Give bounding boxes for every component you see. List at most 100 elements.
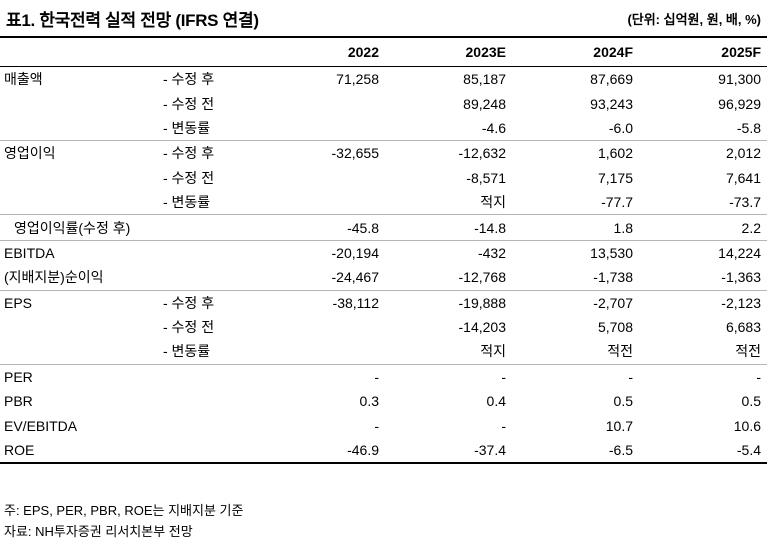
cell-value: -24,467 [255, 265, 385, 291]
cell-value: 87,669 [590, 71, 633, 88]
table-row: EV/EBITDA - - 10.7 10.6 [0, 413, 767, 437]
col-header: 2022 [255, 38, 385, 67]
unit-note: (단위: 십억원, 원, 배, %) [627, 12, 761, 27]
row-label [0, 315, 155, 339]
cell-value: -1,363 [639, 265, 767, 291]
row-sublabel: - 변동률 [155, 189, 255, 216]
cell-value: -14.8 [385, 214, 512, 241]
row-label: EPS [4, 294, 33, 311]
cell-value: - [756, 368, 761, 385]
cell-value: - [374, 368, 379, 385]
cell-value: 7,641 [725, 169, 761, 186]
col-header: 2024F [512, 38, 639, 67]
row-label: 매출액 [4, 71, 43, 88]
row-sublabel: - 수정 후 [163, 71, 215, 88]
cell-value: 0.5 [741, 393, 761, 410]
cell-value: -5.4 [639, 437, 767, 465]
cell-value: -20,194 [331, 244, 379, 261]
row-label: EBITDA [4, 244, 55, 261]
cell-value: 89,248 [463, 95, 506, 112]
cell-value: 0.5 [613, 393, 633, 410]
header-blank [155, 38, 255, 67]
cell-value: - [374, 417, 379, 434]
cell-value [255, 91, 385, 115]
cell-value: 1.8 [512, 214, 639, 241]
cell-value: -4.6 [385, 115, 512, 142]
table-row: - 수정 전 -8,571 7,175 7,641 [0, 166, 767, 190]
footnotes: 주: EPS, PER, PBR, ROE는 지배지분 기준 자료: NH투자증… [4, 500, 243, 542]
cell-value: 0.4 [486, 393, 506, 410]
row-label: 영업이익률(수정 후) [0, 214, 255, 241]
table-row: - 수정 전 89,248 93,243 96,929 [0, 91, 767, 115]
cell-value: -45.8 [255, 214, 385, 241]
cell-value: 93,243 [590, 95, 633, 112]
cell-value: 10.7 [605, 417, 633, 434]
row-label: PBR [4, 393, 33, 410]
cell-value: -46.9 [255, 437, 385, 465]
top-rule [0, 36, 767, 38]
cell-value: -77.7 [512, 189, 639, 216]
cell-value: 91,300 [718, 71, 761, 88]
cell-value: 96,929 [718, 95, 761, 112]
table-row: 매출액 - 수정 후 71,258 85,187 87,669 91,300 [0, 67, 767, 92]
cell-value [255, 189, 385, 216]
cell-value: 0.3 [359, 393, 379, 410]
cell-value [255, 339, 385, 365]
cell-value: 5,708 [597, 319, 633, 336]
footnote-basis: 주: EPS, PER, PBR, ROE는 지배지분 기준 [4, 503, 244, 518]
cell-value: -19,888 [458, 294, 506, 311]
cell-value: -12,632 [458, 145, 506, 162]
cell-value: -38,112 [332, 294, 379, 311]
header-row: 2022 2023E 2024F 2025F [0, 38, 767, 67]
table-row: - 수정 전 -14,203 5,708 6,683 [0, 315, 767, 339]
table-row: 영업이익률(수정 후) -45.8 -14.8 1.8 2.2 [0, 214, 767, 241]
row-label [0, 91, 155, 115]
cell-value: 6,683 [725, 319, 761, 336]
cell-value: 1,602 [597, 145, 633, 162]
cell-value: 적전 [639, 339, 767, 365]
row-sublabel: - 수정 후 [163, 294, 215, 311]
cell-value: - [628, 368, 633, 385]
cell-value: -5.8 [639, 115, 767, 142]
cell-value: 71,258 [336, 71, 379, 88]
cell-value: 적전 [512, 339, 639, 365]
header-blank [0, 38, 155, 67]
table-row: ROE -46.9 -37.4 -6.5 -5.4 [0, 437, 767, 465]
cell-value: 13,530 [590, 244, 633, 261]
table-row: - 변동률 적지 -77.7 -73.7 [0, 189, 767, 216]
row-label: ROE [0, 437, 255, 465]
table-row: - 변동률 -4.6 -6.0 -5.8 [0, 115, 767, 142]
cell-value: 2.2 [639, 214, 767, 241]
row-sublabel: - 수정 전 [163, 95, 215, 112]
cell-value: -6.0 [512, 115, 639, 142]
row-sublabel: - 변동률 [155, 339, 255, 365]
col-header: 2025F [639, 38, 767, 67]
row-label: EV/EBITDA [4, 417, 78, 434]
cell-value: 7,175 [597, 169, 633, 186]
cell-value: 적지 [385, 339, 512, 365]
row-label [0, 339, 155, 365]
row-sublabel: - 수정 전 [163, 319, 215, 336]
cell-value: -432 [477, 244, 506, 261]
row-label: 영업이익 [4, 145, 56, 162]
row-sublabel: - 변동률 [155, 115, 255, 142]
row-sublabel: - 수정 후 [163, 145, 215, 162]
col-header: 2023E [385, 38, 512, 67]
table-row: EPS - 수정 후 -38,112 -19,888 -2,707 -2,123 [0, 290, 767, 315]
cell-value [255, 115, 385, 142]
row-label: PER [4, 368, 33, 385]
cell-value: -1,738 [512, 265, 639, 291]
table-row: - 변동률 적지 적전 적전 [0, 339, 767, 365]
table-row: EBITDA -20,194 -432 13,530 14,224 [0, 240, 767, 265]
cell-value: - [501, 368, 506, 385]
row-sublabel: - 수정 전 [163, 169, 215, 186]
cell-value: -2,707 [593, 294, 633, 311]
cell-value: - [501, 417, 506, 434]
cell-value: -14,203 [458, 319, 506, 336]
title-row: 표1. 한국전력 실적 전망 (IFRS 연결) (단위: 십억원, 원, 배,… [0, 0, 767, 34]
cell-value: 14,224 [718, 244, 761, 261]
cell-value: 2,012 [725, 145, 761, 162]
row-label: (지배지분)순이익 [0, 265, 255, 291]
cell-value [255, 166, 385, 190]
table-row: PER - - - - [0, 364, 767, 389]
